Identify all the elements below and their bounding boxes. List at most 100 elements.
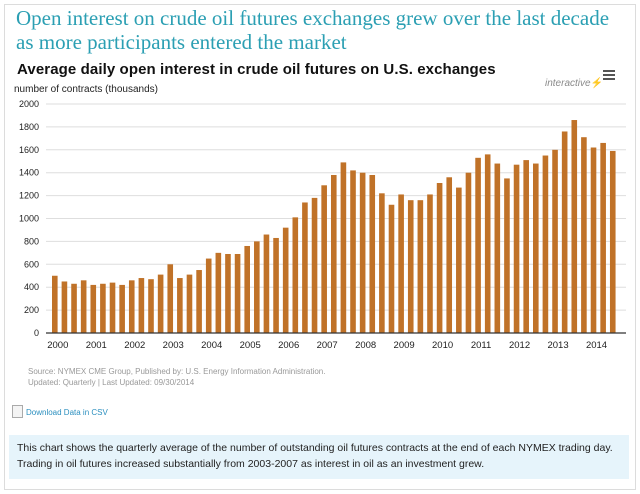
bar-2010Q2[interactable] bbox=[446, 177, 453, 333]
x-tick-label: 2009 bbox=[394, 340, 415, 351]
bar-2004Q2[interactable] bbox=[215, 252, 222, 333]
bar-2002Q4[interactable] bbox=[157, 274, 164, 333]
bar-2012Q2[interactable] bbox=[523, 160, 529, 333]
bar-2006Q1[interactable] bbox=[282, 227, 289, 333]
y-tick-label: 2000 bbox=[19, 99, 39, 109]
x-tick-label: 2010 bbox=[432, 340, 453, 351]
bar-2004Q4[interactable] bbox=[234, 253, 241, 333]
source-note: Source: NYMEX CME Group, Published by: U… bbox=[28, 366, 325, 388]
x-tick-label: 2008 bbox=[355, 340, 376, 351]
download-csv-link[interactable]: Download Data in CSV bbox=[12, 405, 108, 418]
bar-2005Q2[interactable] bbox=[254, 241, 260, 333]
y-tick-label: 400 bbox=[24, 282, 39, 292]
bar-2012Q1[interactable] bbox=[513, 164, 520, 333]
bar-2004Q1[interactable] bbox=[205, 258, 212, 333]
y-tick-label: 200 bbox=[24, 305, 39, 315]
bar-chart: 0 200 400 600 800 1000 1200 1400 1600 1800 2000 20… bbox=[19, 99, 626, 351]
y-tick-label: 1800 bbox=[19, 122, 39, 132]
y-axis-label: number of contracts (thousands) bbox=[14, 84, 158, 95]
bar-2005Q4[interactable] bbox=[273, 237, 279, 333]
x-tick-label: 2004 bbox=[201, 340, 222, 351]
y-tick-label: 600 bbox=[24, 259, 39, 269]
bar-2006Q2[interactable] bbox=[292, 217, 299, 333]
bar-2009Q3[interactable] bbox=[417, 200, 424, 333]
x-tick-label: 2002 bbox=[124, 340, 145, 351]
bar-2002Q3[interactable] bbox=[148, 279, 154, 333]
x-tick-label: 2003 bbox=[163, 340, 184, 351]
y-tick-label: 800 bbox=[24, 236, 39, 246]
source-text: Source: NYMEX CME Group, Published by: U… bbox=[28, 367, 326, 376]
bar-2008Q3[interactable] bbox=[379, 193, 385, 333]
bar-2009Q4[interactable] bbox=[427, 194, 433, 333]
document-icon bbox=[12, 405, 23, 418]
bar-2000Q1[interactable] bbox=[52, 275, 58, 333]
x-tick-label: 2014 bbox=[586, 340, 607, 351]
x-tick-label: 2012 bbox=[509, 340, 530, 351]
bar-2003Q2[interactable] bbox=[177, 278, 183, 333]
bar-2007Q4[interactable] bbox=[350, 170, 356, 333]
bar-2011Q3[interactable] bbox=[494, 163, 501, 333]
bar-2000Q2[interactable] bbox=[61, 281, 68, 333]
chart-frame bbox=[4, 4, 636, 490]
bar-2002Q2[interactable] bbox=[138, 278, 145, 333]
interactive-label: interactive bbox=[545, 78, 591, 89]
y-tick-label: 1400 bbox=[19, 168, 39, 178]
bar-2007Q2[interactable] bbox=[330, 174, 337, 333]
interactive-link[interactable]: interactive⚡ bbox=[545, 78, 603, 89]
bar-2009Q2[interactable] bbox=[407, 200, 414, 333]
bar-2008Q2[interactable] bbox=[369, 174, 376, 333]
bar-2011Q2[interactable] bbox=[484, 154, 491, 333]
x-tick-label: 2007 bbox=[317, 340, 338, 351]
x-tick-label: 2000 bbox=[47, 340, 68, 351]
bar-2013Q2[interactable] bbox=[561, 131, 568, 333]
bar-2008Q1[interactable] bbox=[359, 172, 366, 333]
bar-2006Q3[interactable] bbox=[302, 202, 308, 333]
bar-2009Q1[interactable] bbox=[398, 194, 404, 333]
bar-2003Q3[interactable] bbox=[186, 274, 193, 333]
bar-2010Q3[interactable] bbox=[456, 187, 462, 333]
bar-2012Q3[interactable] bbox=[533, 163, 539, 333]
bar-2001Q3[interactable] bbox=[109, 282, 116, 333]
bar-2006Q4[interactable] bbox=[311, 197, 318, 333]
y-tick-label: 1600 bbox=[19, 145, 39, 155]
bar-2004Q3[interactable] bbox=[225, 253, 231, 333]
y-tick-label: 1200 bbox=[19, 191, 39, 201]
x-tick-label: 2005 bbox=[240, 340, 261, 351]
download-label: Download Data in CSV bbox=[26, 408, 108, 417]
bar-2013Q1[interactable] bbox=[552, 149, 558, 333]
x-tick-label: 2011 bbox=[471, 340, 491, 351]
bar-2001Q4[interactable] bbox=[119, 284, 125, 333]
bar-2005Q1[interactable] bbox=[244, 245, 250, 333]
bar-2014Q1[interactable] bbox=[590, 147, 597, 333]
x-tick-label: 2013 bbox=[547, 340, 568, 351]
bar-2003Q1[interactable] bbox=[167, 264, 174, 333]
chart-title: Average daily open interest in crude oil… bbox=[17, 61, 496, 78]
headline: Open interest on crude oil futures excha… bbox=[16, 6, 610, 54]
updated-text: Updated: Quarterly | Last Updated: 09/30… bbox=[28, 378, 195, 387]
bar-2001Q1[interactable] bbox=[90, 284, 97, 333]
x-tick-label: 2006 bbox=[278, 340, 299, 351]
bar-2013Q4[interactable] bbox=[581, 137, 587, 333]
bar-2014Q3[interactable] bbox=[609, 150, 616, 333]
bar-2002Q1[interactable] bbox=[128, 280, 135, 333]
bar-2000Q4[interactable] bbox=[80, 280, 87, 333]
bar-2011Q1[interactable] bbox=[475, 157, 481, 333]
bar-2008Q4[interactable] bbox=[388, 204, 395, 333]
bolt-icon: ⚡ bbox=[590, 78, 604, 89]
y-tick-label: 1000 bbox=[19, 214, 39, 224]
bar-2013Q3[interactable] bbox=[571, 120, 578, 333]
bar-2014Q2[interactable] bbox=[600, 142, 606, 333]
bar-2003Q4[interactable] bbox=[196, 270, 202, 333]
bar-2012Q4[interactable] bbox=[542, 155, 549, 333]
bar-2007Q1[interactable] bbox=[321, 185, 327, 333]
bar-2010Q4[interactable] bbox=[465, 172, 472, 333]
chart-description: This chart shows the quarterly average o… bbox=[9, 435, 629, 479]
bar-2010Q1[interactable] bbox=[436, 183, 443, 333]
bar-2005Q3[interactable] bbox=[263, 234, 270, 333]
bar-2001Q2[interactable] bbox=[100, 283, 106, 333]
x-tick-label: 2001 bbox=[86, 340, 107, 351]
bar-2007Q3[interactable] bbox=[340, 162, 347, 333]
hamburger-menu-icon[interactable] bbox=[603, 70, 615, 82]
bar-2011Q4[interactable] bbox=[504, 178, 510, 333]
bar-2000Q3[interactable] bbox=[71, 283, 77, 333]
